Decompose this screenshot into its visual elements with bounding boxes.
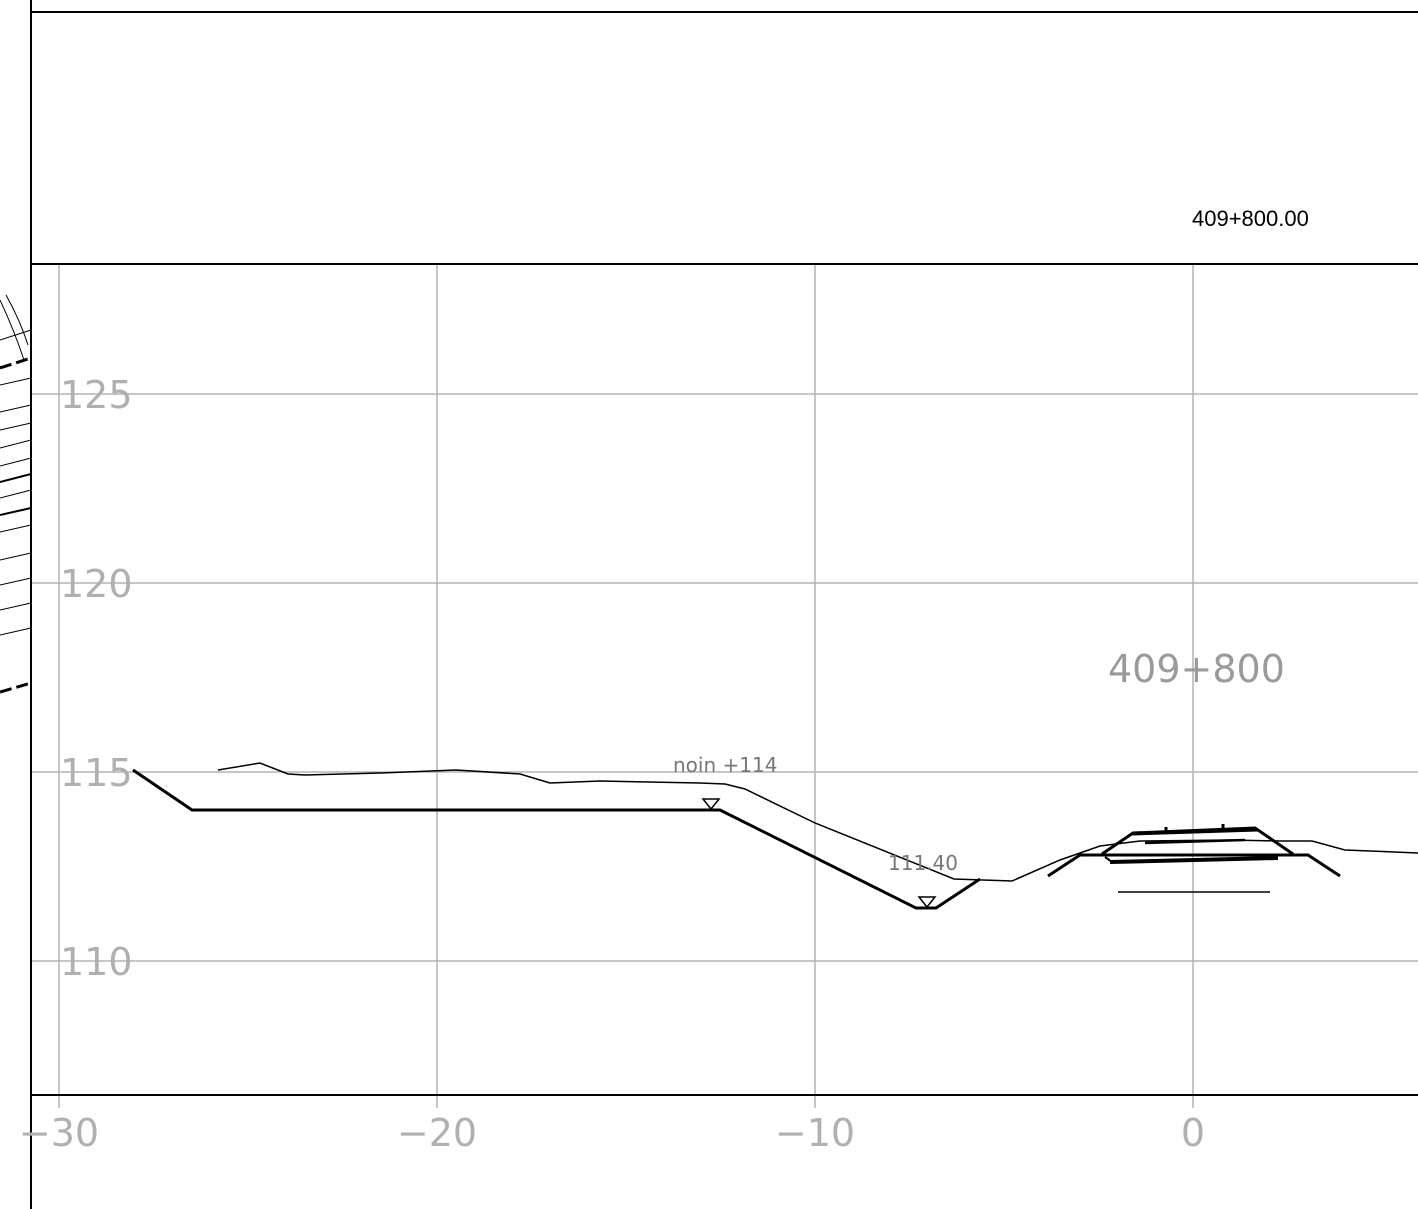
track-structure: [1047, 824, 1341, 893]
section-station-title: 409+800: [1108, 647, 1285, 691]
drawing-frame: [30, 0, 1418, 1209]
grid-lines: [31, 264, 1418, 1108]
annotation-noin: noin +114: [673, 753, 777, 777]
x-tick-label: 0: [1181, 1111, 1205, 1155]
annotation-ditch-level: 111.40: [888, 851, 958, 875]
x-tick-label: −30: [19, 1111, 99, 1155]
x-tick-label: −20: [397, 1111, 477, 1155]
existing-ground-line: [217, 762, 1418, 882]
y-tick-label: 110: [60, 940, 133, 984]
level-marker-ditch: [917, 896, 937, 909]
design-section-line: [132, 768, 981, 910]
x-axis-labels: −30 −20 −10 0: [19, 1111, 1205, 1155]
adjacent-sheet-fragment: [0, 294, 32, 694]
y-tick-label: 115: [60, 751, 133, 795]
level-marker-noin: [701, 798, 721, 811]
header-station-label: 409+800.00: [1192, 206, 1309, 231]
y-tick-label: 120: [60, 562, 133, 606]
y-axis-labels: 125 120 115 110: [60, 373, 133, 984]
y-tick-label: 125: [60, 373, 133, 417]
x-tick-label: −10: [775, 1111, 855, 1155]
